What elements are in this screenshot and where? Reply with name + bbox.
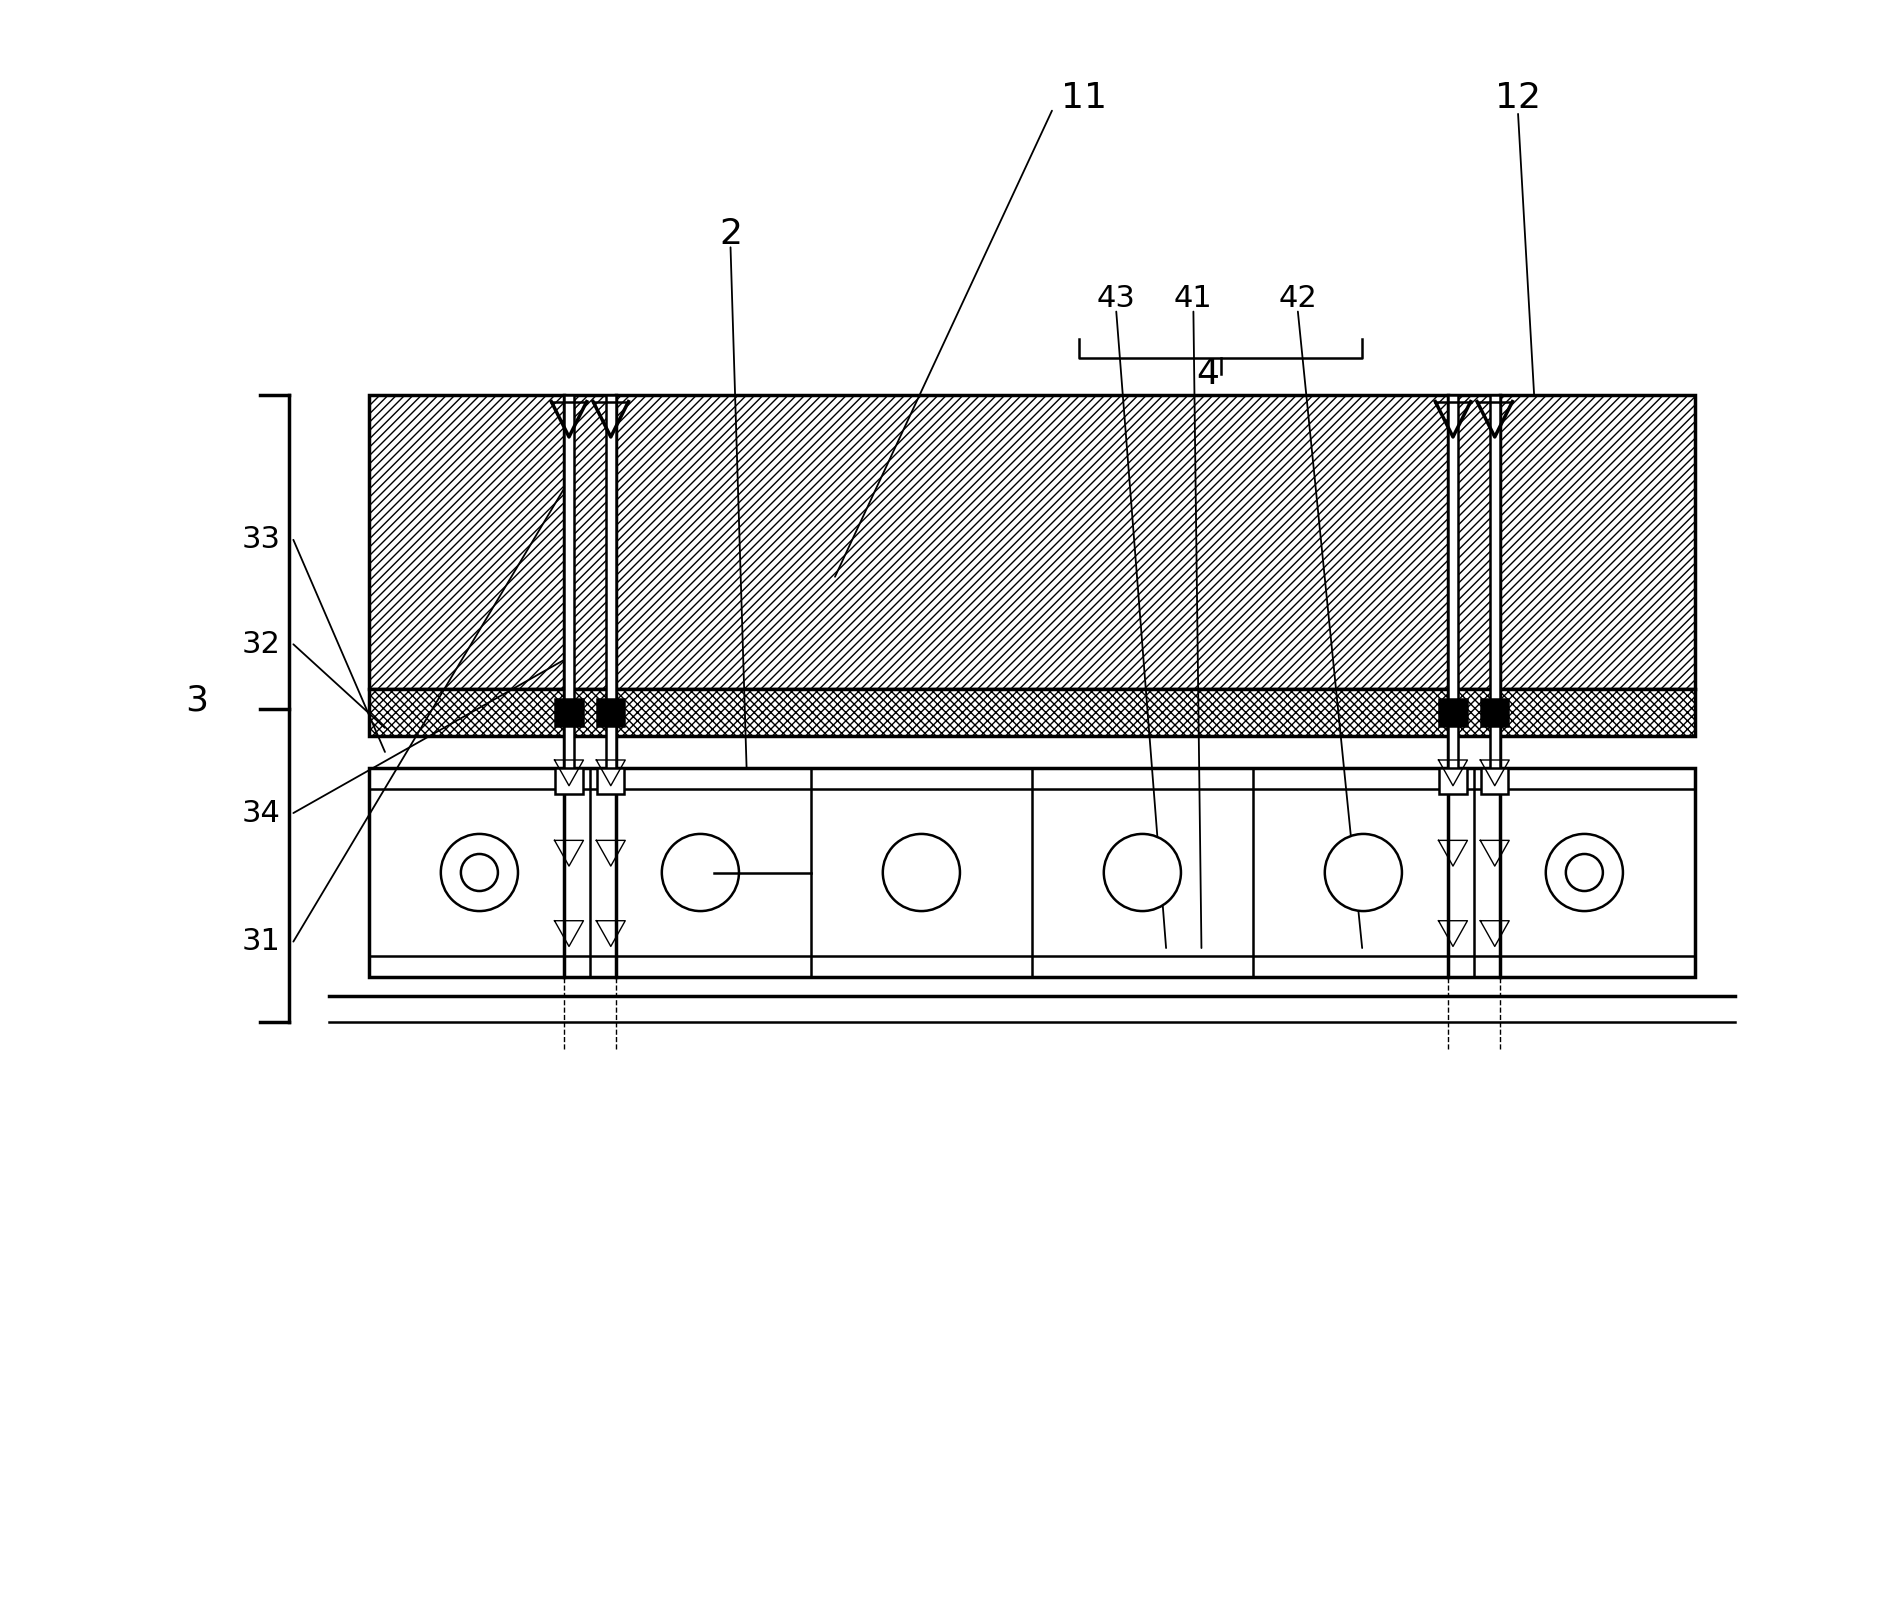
Circle shape <box>460 853 498 890</box>
Circle shape <box>442 834 517 911</box>
Bar <box>565 394 574 773</box>
Bar <box>1440 768 1467 794</box>
Text: 32: 32 <box>243 630 280 658</box>
Text: 4: 4 <box>1196 357 1218 391</box>
Text: 34: 34 <box>243 799 280 828</box>
Bar <box>370 394 1694 689</box>
Text: 41: 41 <box>1175 285 1213 314</box>
Text: 11: 11 <box>1061 80 1107 114</box>
Circle shape <box>1325 834 1402 911</box>
Bar <box>606 394 616 773</box>
Text: 31: 31 <box>243 927 280 956</box>
Text: 33: 33 <box>243 525 280 554</box>
Bar <box>555 699 582 726</box>
Circle shape <box>1565 853 1603 890</box>
Bar <box>370 689 1694 736</box>
Bar <box>597 699 625 726</box>
Circle shape <box>1103 834 1181 911</box>
Text: 3: 3 <box>186 684 208 718</box>
Bar <box>370 689 1694 736</box>
Text: 43: 43 <box>1097 285 1135 314</box>
Text: 12: 12 <box>1495 80 1541 114</box>
Text: 42: 42 <box>1279 285 1317 314</box>
Text: 2: 2 <box>718 217 743 251</box>
Bar <box>1482 699 1508 726</box>
Bar <box>555 768 582 794</box>
Bar <box>597 768 625 794</box>
Bar <box>1440 699 1467 726</box>
Bar <box>1482 768 1508 794</box>
Circle shape <box>661 834 739 911</box>
Circle shape <box>883 834 961 911</box>
Bar <box>370 394 1694 689</box>
Circle shape <box>1546 834 1622 911</box>
Bar <box>1448 394 1457 773</box>
Bar <box>1489 394 1499 773</box>
Bar <box>370 768 1694 977</box>
